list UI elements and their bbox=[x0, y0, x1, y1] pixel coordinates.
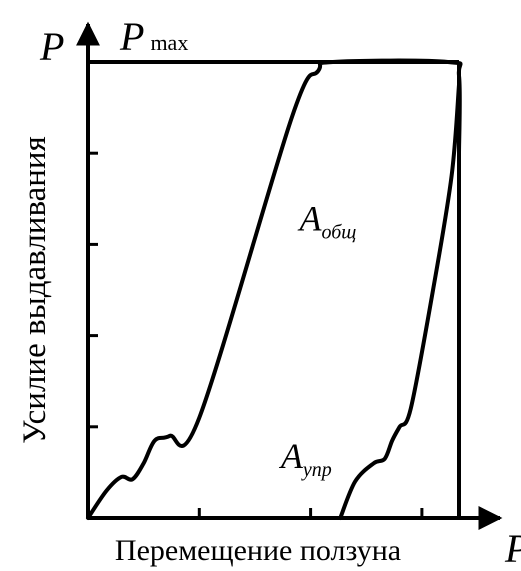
series-label-1: Aупр bbox=[279, 436, 332, 481]
series-line-0 bbox=[86, 58, 463, 520]
series-label-base-1: A bbox=[279, 436, 304, 476]
series-label-base-0: A bbox=[297, 199, 322, 239]
x-axis-label: Перемещение ползуна bbox=[115, 534, 401, 567]
y-axis-label: Усилие выдавливания bbox=[17, 136, 53, 444]
series-label-sub-1: упр bbox=[301, 459, 332, 481]
pmax-label-sub: max bbox=[150, 30, 188, 55]
ticks bbox=[88, 151, 424, 518]
series-label-0: Aобщ bbox=[297, 199, 356, 244]
y-axis-symbol: P bbox=[39, 24, 64, 69]
pmax-label-base: P bbox=[119, 14, 144, 59]
series-line-1 bbox=[338, 82, 461, 520]
series-label-sub-0: общ bbox=[321, 222, 356, 244]
x-axis-symbol: P bbox=[504, 526, 521, 571]
